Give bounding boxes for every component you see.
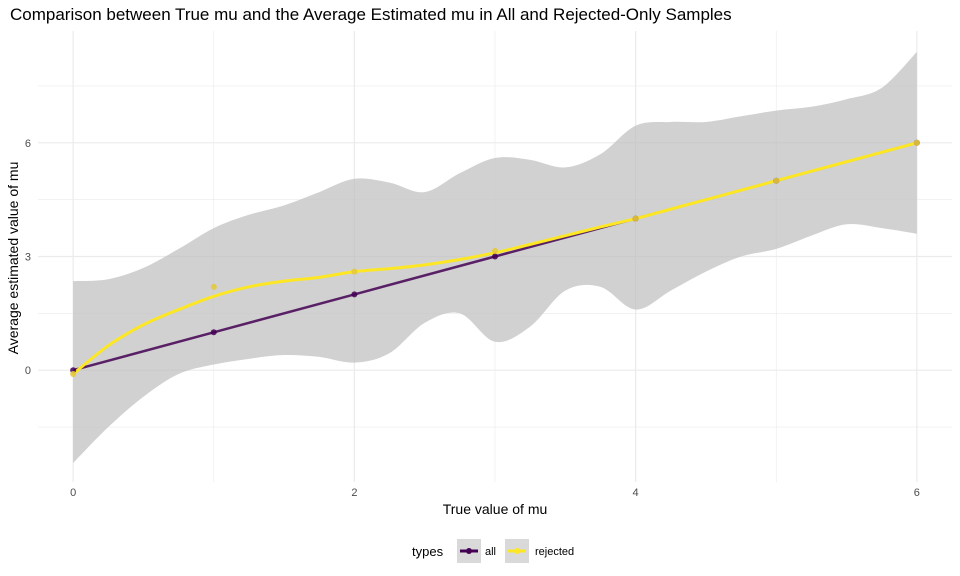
- y-tick-label: 0: [25, 365, 31, 377]
- legend-key-point: [514, 548, 520, 554]
- chart-title: Comparison between True mu and the Avera…: [10, 5, 732, 24]
- legend-title: types: [412, 544, 444, 559]
- x-tick-label: 4: [633, 487, 639, 499]
- data-points: [70, 139, 920, 377]
- x-tick-label: 0: [70, 487, 76, 499]
- legend-label: rejected: [535, 546, 574, 558]
- axis-ticks: 0 2 4 6 0 3 6: [25, 138, 920, 499]
- point-rejected: [70, 370, 77, 377]
- legend-key-point: [466, 548, 472, 554]
- y-axis-title: Average estimated value of mu: [5, 162, 21, 355]
- point-rejected: [351, 268, 358, 275]
- point-all: [492, 253, 498, 260]
- point-rejected: [632, 215, 639, 222]
- legend-label: all: [485, 546, 496, 558]
- point-all: [210, 329, 217, 336]
- point-rejected: [210, 283, 217, 290]
- x-tick-label: 2: [351, 487, 357, 499]
- y-tick-label: 6: [25, 138, 31, 150]
- point-rejected: [913, 139, 920, 146]
- point-all: [351, 291, 358, 298]
- legend: types all rejected: [412, 539, 574, 563]
- x-axis-title: True value of mu: [443, 501, 548, 517]
- y-tick-label: 3: [25, 252, 31, 264]
- x-tick-label: 6: [914, 487, 920, 499]
- point-rejected: [492, 247, 498, 254]
- point-rejected: [773, 177, 780, 184]
